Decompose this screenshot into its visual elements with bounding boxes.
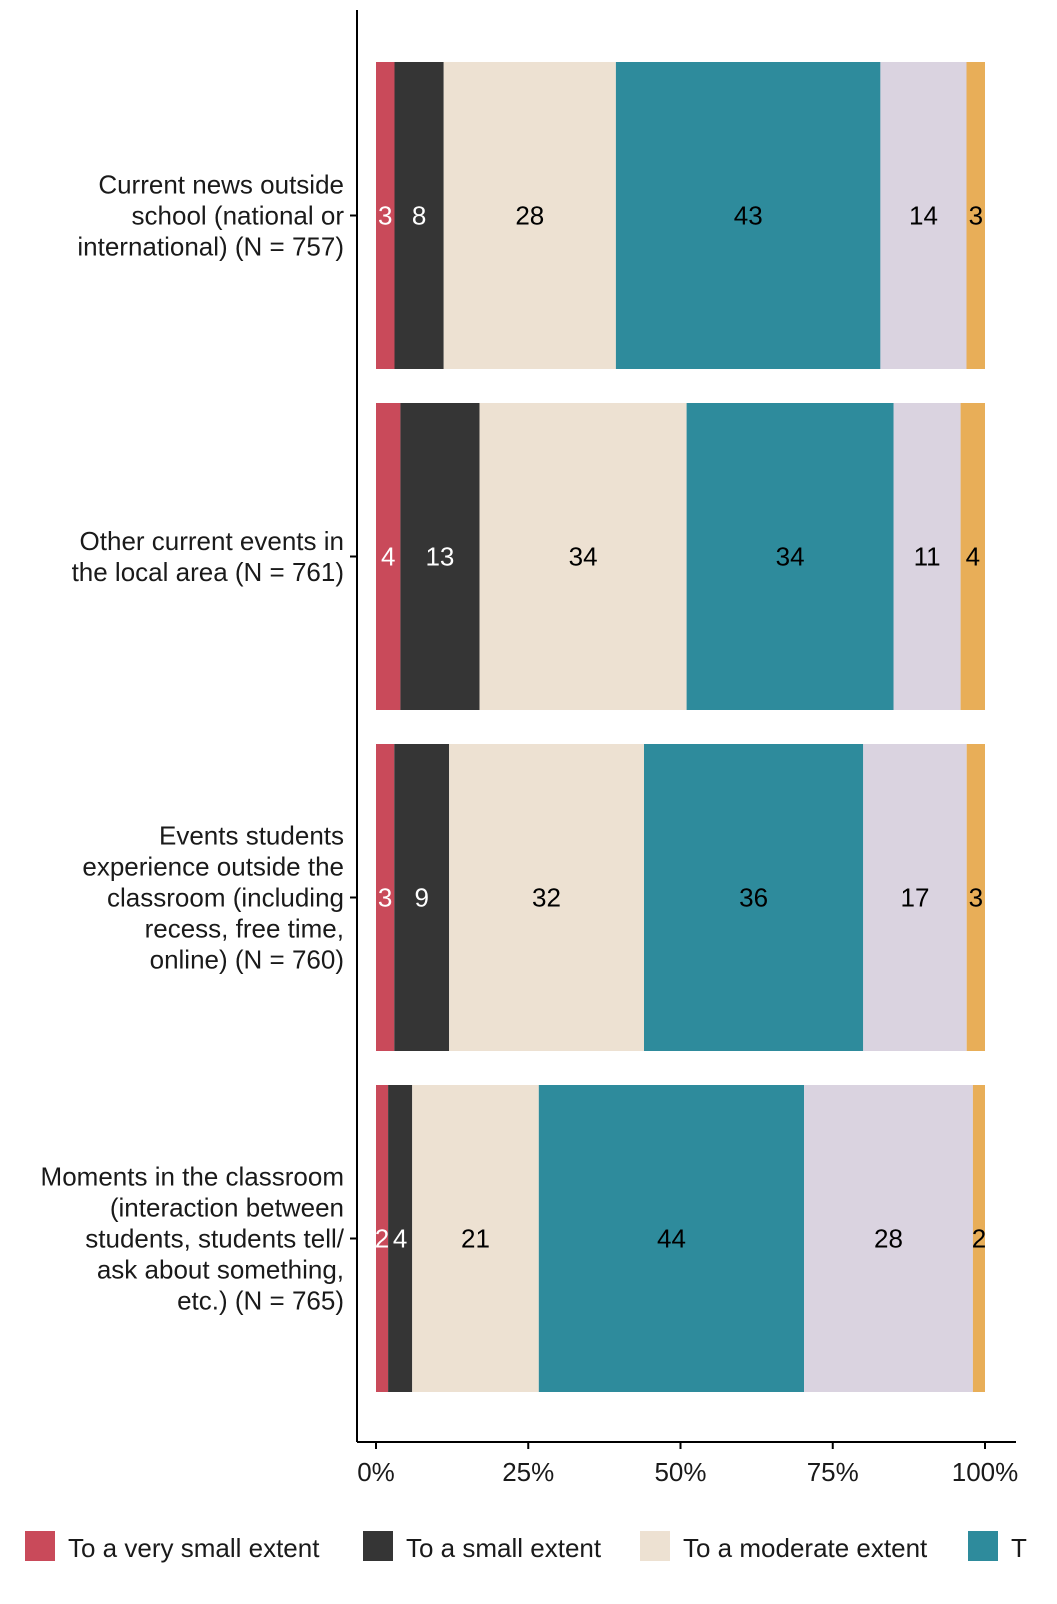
- bar-segment: [966, 744, 985, 1051]
- data-label: 28: [874, 1224, 903, 1254]
- category-label: Current news outside: [98, 170, 344, 200]
- bar-segment: [538, 1085, 805, 1392]
- legend-label: T: [1011, 1533, 1027, 1563]
- data-label: 34: [776, 542, 805, 572]
- data-label: 34: [569, 542, 598, 572]
- data-label: 13: [425, 542, 454, 572]
- category-label: Events students: [159, 821, 344, 851]
- bar-segment: [388, 1085, 413, 1392]
- x-tick-label: 0%: [357, 1457, 395, 1487]
- bar-segment: [412, 1085, 539, 1392]
- data-label: 2: [972, 1224, 986, 1254]
- bar-segment: [960, 403, 985, 710]
- bar-segment: [893, 403, 961, 710]
- data-label: 3: [378, 201, 392, 231]
- legend-label: To a small extent: [406, 1533, 602, 1563]
- data-label: 4: [381, 542, 395, 572]
- data-label: 14: [909, 201, 938, 231]
- data-label: 3: [969, 883, 983, 913]
- category-label: recess, free time,: [145, 914, 344, 944]
- bars-layer: [376, 62, 985, 1392]
- category-label: Moments in the classroom: [41, 1162, 344, 1192]
- data-label: 3: [378, 883, 392, 913]
- bar-segment: [376, 62, 395, 369]
- bar-segment: [880, 62, 967, 369]
- bar-segment: [644, 744, 864, 1051]
- bar-segment: [615, 62, 881, 369]
- data-label: 21: [461, 1224, 490, 1254]
- data-label: 36: [739, 883, 768, 913]
- bar-segment: [804, 1085, 973, 1392]
- x-tick-label: 100%: [952, 1457, 1019, 1487]
- legend-swatch: [25, 1531, 55, 1561]
- category-label: the local area (N = 761): [72, 557, 344, 587]
- x-tick-label: 25%: [502, 1457, 554, 1487]
- bar-segment: [376, 403, 401, 710]
- data-label: 2: [375, 1224, 389, 1254]
- data-label: 9: [414, 883, 428, 913]
- data-label: 17: [901, 883, 930, 913]
- axes-layer: [356, 10, 1016, 1443]
- bar-segment: [479, 403, 687, 710]
- bar-segment: [400, 403, 480, 710]
- data-label: 43: [734, 201, 763, 231]
- category-label: international) (N = 757): [77, 232, 344, 262]
- data-label: 44: [657, 1224, 686, 1254]
- category-label: Other current events in: [80, 526, 344, 556]
- legend-label: To a very small extent: [68, 1533, 320, 1563]
- bar-segment: [376, 1085, 389, 1392]
- legend-label: To a moderate extent: [683, 1533, 928, 1563]
- x-tick-label: 75%: [807, 1457, 859, 1487]
- category-label: etc.) (N = 765): [177, 1286, 344, 1316]
- bar-segment: [443, 62, 616, 369]
- category-label: online) (N = 760): [150, 945, 344, 975]
- category-label: students, students tell/: [85, 1224, 344, 1254]
- bar-segment: [966, 62, 985, 369]
- data-label: 32: [532, 883, 561, 913]
- category-label: classroom (including: [107, 883, 344, 913]
- category-label: school (national or: [132, 201, 345, 231]
- data-label: 11: [914, 542, 941, 572]
- category-label: experience outside the: [82, 852, 344, 882]
- legend-swatch: [968, 1531, 998, 1561]
- legend-swatch: [640, 1531, 670, 1561]
- data-label: 3: [969, 201, 983, 231]
- x-ticks-layer: 0% 25% 50% 75% 100%: [357, 1442, 1018, 1487]
- data-label: 8: [412, 201, 426, 231]
- bar-segment: [972, 1085, 985, 1392]
- bar-segment: [686, 403, 894, 710]
- data-labels-layer: 3 8 28 43 14 34 13 34 34 11 43 9 32 36 17 32 4 21 44 28 2: [375, 201, 986, 1254]
- data-label: 4: [966, 542, 980, 572]
- legend: To a very small extent To a small extent T…: [25, 1531, 1027, 1563]
- bar-segment: [863, 744, 967, 1051]
- category-label: (interaction between: [110, 1193, 344, 1223]
- bar-segment: [376, 744, 395, 1051]
- bar-segment: [394, 62, 444, 369]
- category-label: ask about something,: [97, 1255, 344, 1285]
- legend-swatch: [363, 1531, 393, 1561]
- bar-segment: [394, 744, 450, 1051]
- data-label: 28: [515, 201, 544, 231]
- bar-segment: [449, 744, 644, 1051]
- x-tick-label: 50%: [654, 1457, 706, 1487]
- data-label: 4: [393, 1224, 407, 1254]
